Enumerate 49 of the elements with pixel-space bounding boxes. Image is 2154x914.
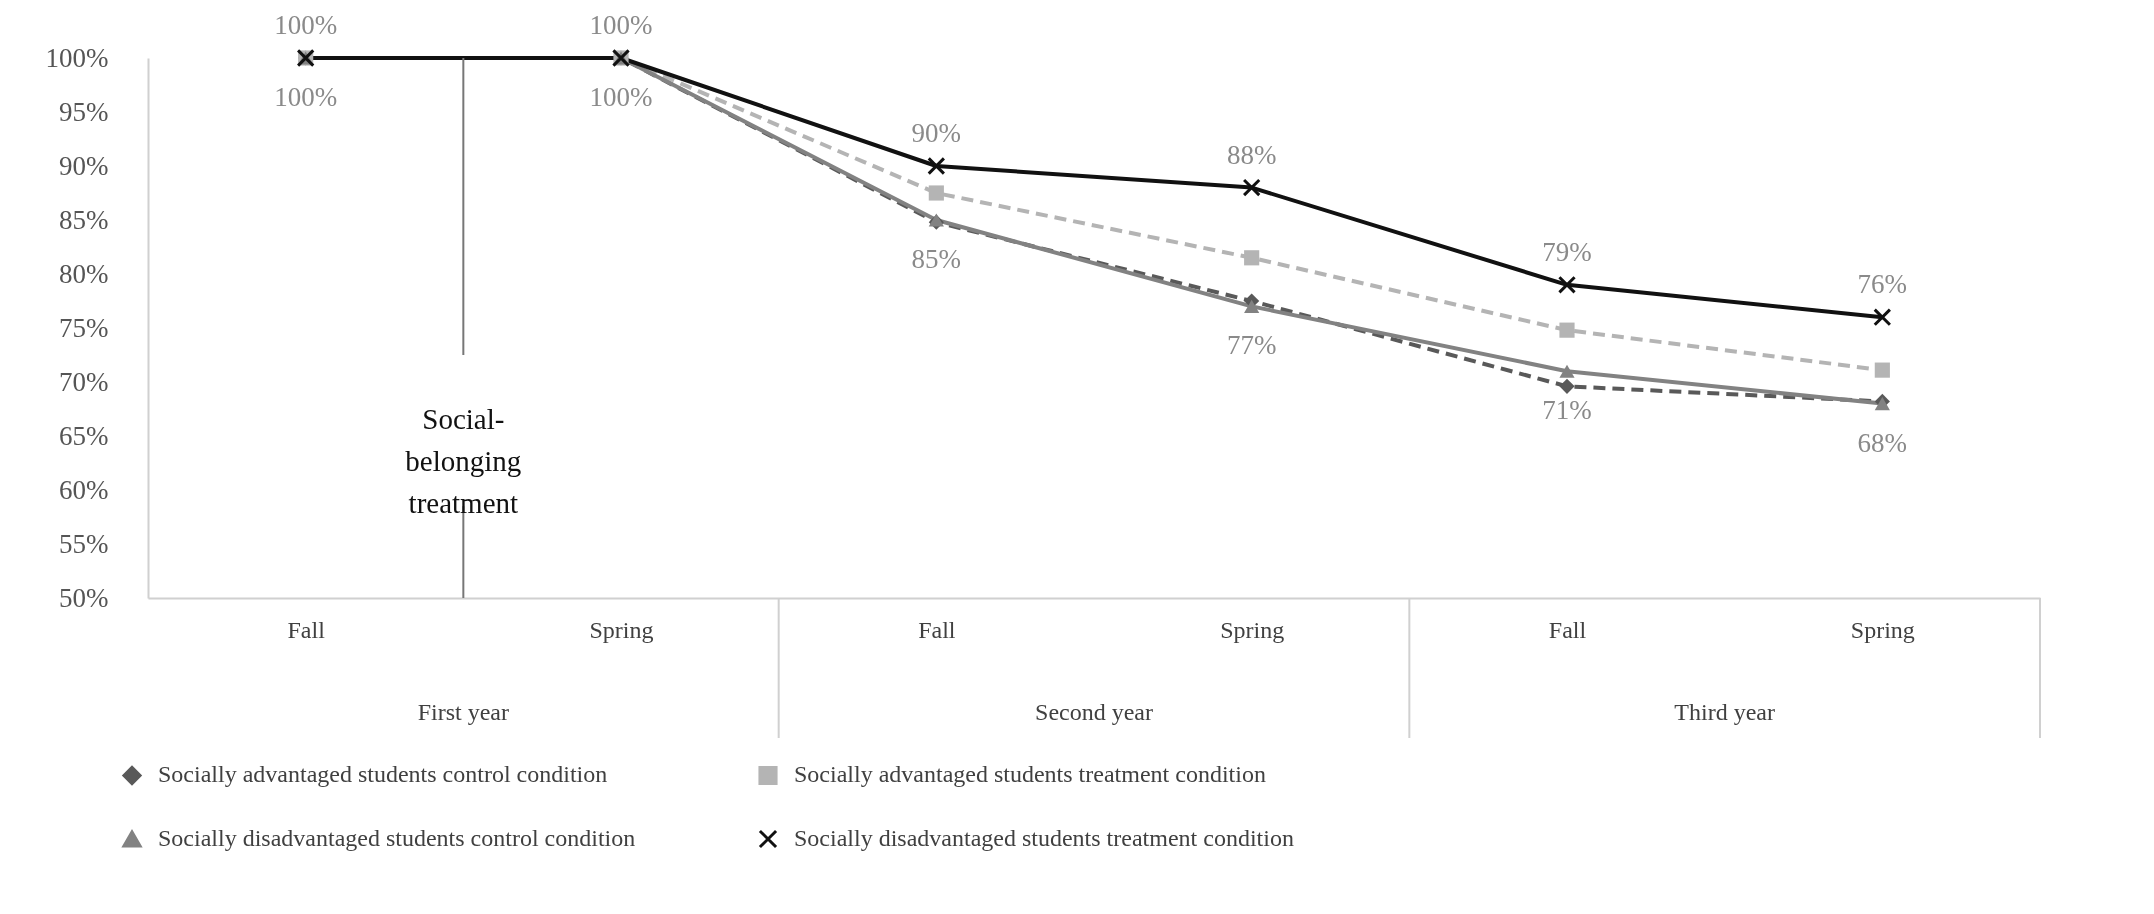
y-tick-label: 80% — [59, 258, 109, 289]
y-tick-label: 85% — [59, 204, 109, 235]
text: Third year — [1674, 699, 1775, 725]
text: Second year — [1035, 699, 1153, 725]
y-tick-label: 95% — [59, 96, 109, 127]
point — [1874, 362, 1890, 378]
y-tick-label: 70% — [59, 366, 109, 397]
data-label: 100% — [274, 10, 338, 40]
legend-label: Socially disadvantaged students treatment condition — [794, 825, 1294, 851]
data-label: 100% — [274, 82, 338, 112]
data-label: 100% — [589, 82, 653, 112]
point — [1557, 275, 1577, 294]
point — [1242, 178, 1261, 197]
point — [1559, 378, 1575, 394]
legend-label: Socially advantaged students control condition — [158, 761, 608, 788]
point — [1244, 299, 1260, 313]
y-tick-label: 90% — [59, 150, 109, 181]
x-tick-label: Fall — [918, 616, 956, 643]
data-label: 79% — [1542, 236, 1592, 267]
point — [1873, 308, 1892, 327]
legend-label: Socially advantaged students treatment condition — [794, 761, 1266, 788]
data-label: 100% — [589, 10, 653, 40]
data-label: 90% — [911, 118, 962, 148]
x-tick-label: Spring — [1220, 616, 1285, 643]
annotation: Social-belonging treatment — [405, 402, 522, 519]
legend-label: Socially disadvantaged students control condition — [158, 825, 636, 851]
data-label: 88% — [1226, 139, 1277, 170]
x-tick-label: Spring — [589, 616, 654, 643]
x-tick-label: Spring — [1850, 616, 1915, 643]
y-tick-label: 100% — [45, 42, 109, 73]
point — [1874, 397, 1890, 411]
y-tick-label: 50% — [59, 582, 109, 613]
point — [1559, 364, 1575, 378]
x-tick-label: Fall — [287, 616, 326, 643]
y-tick-label: 65% — [59, 420, 109, 451]
data-label: 76% — [1857, 269, 1908, 300]
data-label: 77% — [1226, 330, 1277, 361]
data-label: 68% — [1857, 427, 1908, 458]
data-label: 85% — [911, 244, 962, 274]
text: First year — [417, 699, 509, 725]
y-tick-label: 55% — [59, 528, 109, 559]
data-label: 71% — [1542, 395, 1592, 426]
point — [1244, 250, 1260, 266]
point — [927, 156, 946, 176]
y-tick-label: 60% — [59, 474, 109, 505]
x-tick-label: Fall — [1548, 616, 1587, 643]
point — [1559, 322, 1575, 338]
point — [928, 185, 944, 201]
y-tick-label: 75% — [59, 312, 109, 343]
